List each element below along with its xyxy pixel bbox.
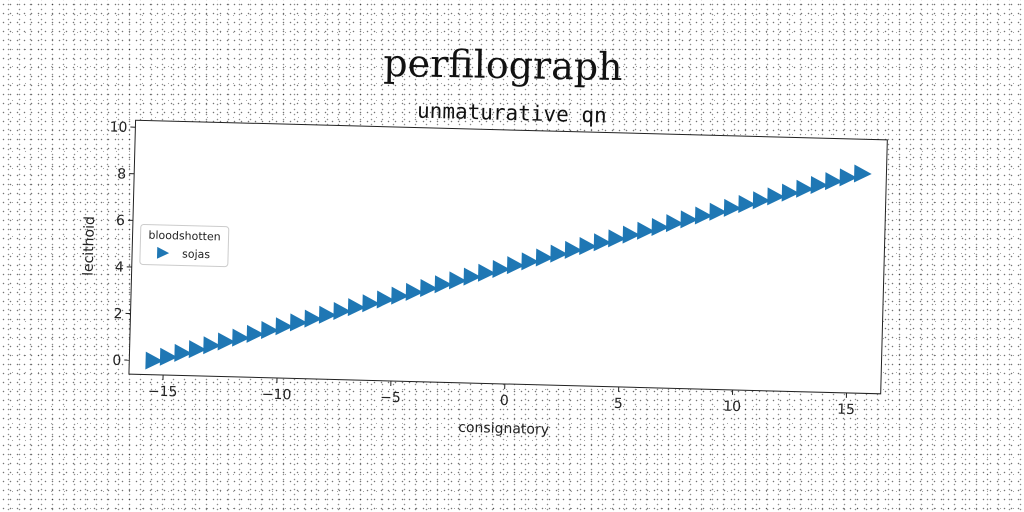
data-point	[188, 340, 207, 359]
legend-title: bloodshotten	[148, 229, 221, 244]
data-point	[145, 351, 164, 370]
data-point	[261, 321, 279, 340]
data-point	[694, 206, 713, 225]
data-point	[449, 271, 467, 290]
data-point	[767, 187, 785, 206]
data-point	[420, 279, 438, 298]
x-axis-ticks: −15 −10 −5 0 5 10 15	[148, 374, 855, 418]
data-point	[246, 324, 265, 343]
data-point	[564, 240, 583, 259]
x-tick-label: −15	[148, 384, 178, 401]
data-point	[463, 267, 482, 286]
data-point	[203, 336, 221, 355]
x-tick-label: 5	[614, 396, 623, 412]
data-point	[232, 328, 250, 347]
y-axis-ticks: 0 2 4 6 8 10	[109, 120, 136, 369]
data-point	[275, 317, 294, 336]
data-point	[825, 172, 843, 191]
y-tick-label: 4	[115, 260, 124, 276]
data-point	[434, 275, 453, 294]
data-point	[391, 286, 409, 305]
data-point	[535, 248, 554, 267]
legend-entry-label: sojas	[182, 247, 211, 261]
series-sojas	[145, 164, 872, 370]
data-point	[521, 252, 540, 271]
data-point	[839, 168, 858, 187]
y-tick-label: 0	[112, 353, 121, 369]
data-point	[477, 263, 496, 282]
data-point	[738, 195, 756, 214]
data-point	[593, 233, 612, 252]
x-tick-label: −10	[262, 387, 292, 404]
figure-suptitle: perfilograph	[383, 41, 623, 89]
legend-marker-triangle	[156, 246, 170, 259]
x-tick-label: −5	[380, 390, 401, 407]
data-point	[362, 294, 380, 313]
data-point	[608, 229, 626, 248]
x-tick-label: 15	[837, 402, 855, 418]
data-point	[506, 256, 525, 275]
data-point	[550, 244, 568, 263]
data-point	[579, 237, 597, 256]
data-point	[174, 343, 193, 362]
data-point	[680, 210, 699, 229]
y-tick-label: 6	[116, 213, 125, 229]
data-point	[405, 282, 424, 301]
x-axis-label: consignatory	[458, 420, 549, 438]
data-point	[159, 347, 178, 366]
legend: bloodshotten sojas	[139, 223, 230, 268]
y-tick-label: 2	[113, 306, 122, 322]
x-tick-label: 10	[723, 399, 741, 415]
data-point	[810, 175, 829, 194]
x-tick-label: 0	[500, 393, 509, 409]
data-point	[217, 332, 236, 351]
data-point	[781, 183, 800, 202]
data-point	[637, 221, 655, 240]
axes: unmaturative qn −15 −10 −5 0 5 10 15 0 2 4 6 8 10 c…	[80, 99, 888, 438]
data-point	[376, 290, 395, 309]
data-point	[723, 198, 742, 217]
data-point	[304, 309, 323, 328]
data-point	[622, 225, 641, 244]
data-point	[853, 164, 872, 183]
data-point	[665, 214, 684, 233]
data-point	[752, 191, 771, 210]
y-axis-label: lecithoid	[80, 216, 98, 276]
data-point	[492, 259, 511, 278]
data-point	[651, 217, 670, 236]
y-tick-label: 8	[117, 166, 126, 182]
data-point	[289, 313, 308, 332]
data-point	[347, 298, 366, 317]
y-tick-label: 10	[109, 120, 127, 136]
axes-title: unmaturative qn	[417, 99, 607, 128]
data-point	[333, 301, 352, 320]
data-point	[709, 202, 728, 221]
data-point	[318, 305, 337, 324]
data-point	[796, 179, 814, 198]
